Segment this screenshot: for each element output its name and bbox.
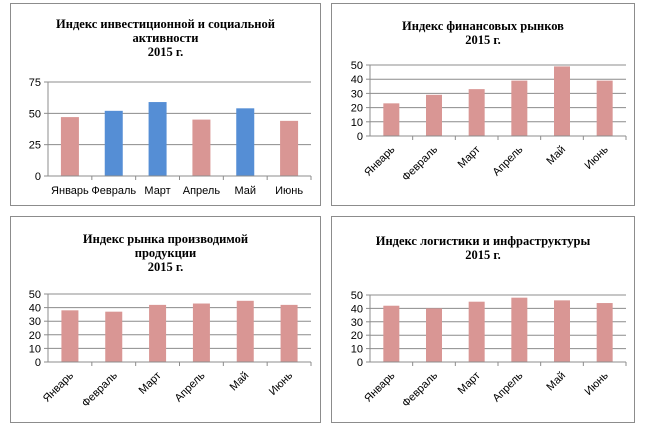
y-tick-label: 20	[351, 103, 363, 115]
chart-title: Индекс рынка производимой продукции 2015…	[11, 232, 320, 274]
bar	[468, 89, 485, 136]
chart-title: Индекс логистики и инфраструктуры 2015 г…	[332, 234, 634, 262]
x-tick-label: Январь	[362, 369, 397, 404]
chart-title-line: Индекс логистики и инфраструктуры	[375, 234, 591, 248]
y-tick-label: 10	[29, 343, 41, 355]
chart-title-line: Индекс рынка производимой	[82, 232, 249, 246]
bar	[511, 80, 528, 136]
y-tick-label: 30	[29, 316, 41, 328]
chart-panel-logistics-infrastructure: Индекс логистики и инфраструктуры 2015 г…	[331, 216, 635, 423]
y-tick-label: 10	[351, 344, 363, 356]
x-tick-label: Апрель	[183, 185, 221, 197]
chart-panel-financial-markets: Индекс финансовых рынков 2015 г. 0 10 20 30…	[331, 3, 635, 206]
bar-chart-investment-activity: 0 25 50 75 Январь Февраль Март Апрель Май Июнь	[29, 77, 312, 197]
y-tick-label: 50	[351, 290, 363, 302]
x-tick-label: Март	[456, 144, 483, 171]
chart-title: Индекс инвестиционной и социальной актив…	[11, 17, 320, 59]
x-tick-label: Январь	[41, 369, 76, 404]
bar	[236, 108, 255, 176]
chart-title-line: продукции	[134, 246, 197, 260]
chart-title-line: 2015 г.	[465, 33, 501, 47]
x-tick-label: Июнь	[583, 143, 611, 171]
bar	[280, 120, 299, 176]
bar	[554, 300, 570, 362]
chart-title-line: Индекс инвестиционной и социальной	[56, 17, 275, 31]
chart-panel-investment-activity: Индекс инвестиционной и социальной актив…	[10, 3, 321, 206]
y-tick-label: 50	[351, 60, 363, 72]
x-tick-label: Январь	[362, 143, 397, 178]
x-tick-label: Июнь	[275, 185, 303, 197]
bar	[596, 80, 613, 136]
x-tick-label: Февраль	[400, 369, 440, 409]
bar	[383, 305, 400, 362]
bar	[468, 301, 485, 362]
x-tick-label: Май	[228, 370, 252, 394]
y-tick-label: 40	[29, 303, 41, 315]
x-tick-label: Март	[456, 370, 483, 397]
bar	[61, 310, 79, 362]
bar	[149, 304, 167, 362]
bar	[280, 304, 298, 362]
chart-title-line: активности	[132, 31, 199, 45]
chart-title-line: 2015 г.	[147, 260, 184, 274]
x-tick-label: Апрель	[173, 369, 208, 404]
y-tick-label: 20	[351, 330, 363, 342]
y-tick-label: 30	[351, 88, 363, 100]
y-tick-label: 40	[351, 303, 363, 315]
chart-title-line: 2015 г.	[147, 45, 184, 59]
x-tick-label: Апрель	[491, 369, 526, 404]
y-tick-label: 0	[357, 131, 363, 143]
bar-chart-financial-markets: 0 10 20 30 40 50 Январь Февраль Март Апрель Май Июн…	[351, 60, 627, 184]
x-tick-label: Май	[544, 370, 568, 394]
x-tick-label: Апрель	[491, 143, 526, 178]
y-tick-label: 40	[351, 74, 363, 86]
bar	[426, 94, 442, 136]
bar	[383, 103, 400, 136]
x-tick-label: Март	[137, 370, 164, 397]
bar	[192, 303, 210, 362]
chart-title-line: 2015 г.	[465, 248, 501, 262]
x-tick-label: Февраль	[400, 143, 440, 183]
y-tick-label: 75	[29, 77, 41, 89]
bar	[426, 308, 442, 362]
chart-panel-production-market: Индекс рынка производимой продукции 2015…	[10, 216, 321, 423]
y-tick-label: 50	[29, 108, 41, 120]
x-tick-label: Февраль	[80, 369, 120, 409]
bar	[60, 117, 79, 176]
x-tick-label: Июнь	[267, 369, 295, 397]
bar	[554, 66, 570, 136]
x-tick-label: Март	[144, 185, 170, 197]
chart-title-line: Индекс финансовых рынков	[402, 19, 564, 33]
y-tick-label: 10	[351, 117, 363, 129]
x-tick-label: Февраль	[91, 185, 136, 197]
x-tick-label: Май	[544, 144, 568, 168]
bar	[511, 297, 528, 362]
y-tick-label: 0	[35, 357, 41, 369]
bar	[192, 119, 211, 176]
chart-title: Индекс финансовых рынков 2015 г.	[332, 19, 634, 47]
y-tick-label: 20	[29, 330, 41, 342]
bar	[105, 311, 123, 362]
bar	[104, 110, 123, 176]
y-tick-label: 30	[351, 317, 363, 329]
bar	[596, 303, 613, 362]
y-tick-label: 0	[35, 171, 41, 183]
bar	[236, 300, 254, 362]
x-tick-label: Январь	[51, 185, 89, 197]
y-tick-label: 50	[29, 289, 41, 301]
bar	[148, 102, 167, 176]
x-tick-label: Май	[234, 185, 256, 197]
y-tick-label: 0	[357, 357, 363, 369]
y-tick-label: 25	[29, 140, 41, 152]
x-tick-label: Июнь	[583, 369, 611, 397]
